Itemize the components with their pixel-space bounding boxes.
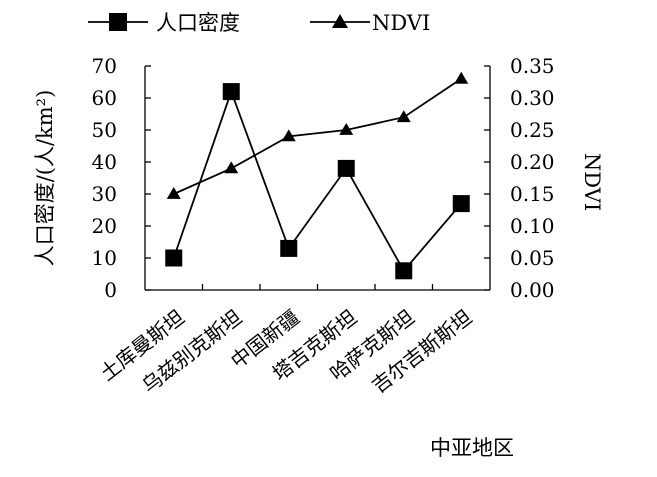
y-left-tick-label: 20 <box>92 214 117 238</box>
legend-item: 人口密度 <box>88 11 240 35</box>
series-line <box>173 78 462 195</box>
y-right-tick-label: 0.15 <box>510 182 555 206</box>
data-point-square <box>280 239 298 257</box>
y-right-tick-label: 0.30 <box>510 86 555 110</box>
legend: 人口密度 NDVI <box>88 11 430 35</box>
data-point-triangle <box>339 123 354 135</box>
series-1 <box>165 83 470 280</box>
data-point-triangle <box>454 71 469 84</box>
y-left-tick-label: 70 <box>92 54 117 78</box>
legend-item: NDVI <box>310 11 430 35</box>
x-axis-label: 中亚地区 <box>430 436 514 460</box>
y-left-tick-label: 50 <box>92 118 117 142</box>
data-point-triangle <box>396 110 411 123</box>
y-left-tick-label: 30 <box>92 182 117 206</box>
data-point-square <box>452 195 470 213</box>
y-axis-left-label: 人口密度/(人/km²) <box>33 90 57 267</box>
data-point-square <box>165 249 183 267</box>
data-point-square <box>395 262 413 280</box>
y-left-tick-label: 40 <box>92 150 117 174</box>
y-right-tick-label: 0.10 <box>510 214 555 238</box>
y-right-tick-label: 0.20 <box>510 150 555 174</box>
data-point-triangle <box>224 161 239 174</box>
data-point-square <box>337 159 355 177</box>
y-right-tick-label: 0.25 <box>510 118 555 142</box>
y-axis-right-label: NDVI <box>580 153 604 211</box>
y-left-tick-label: 0 <box>104 278 117 302</box>
y-right-tick-label: 0.00 <box>510 278 555 302</box>
legend-marker-triangle <box>332 14 348 28</box>
y-left-tick-label: 60 <box>92 86 117 110</box>
data-point-square <box>222 83 240 101</box>
y-right-tick-label: 0.05 <box>510 246 555 270</box>
data-point-triangle <box>166 187 181 199</box>
series-layer <box>165 71 470 280</box>
y-right-tick-label: 0.35 <box>510 54 555 78</box>
plot-axes: 0 10 20 30 40 50 60 70 0.00 0.05 0.10 0.15 0.20 0.25 0… <box>92 54 555 398</box>
legend-label: NDVI <box>372 11 430 35</box>
series-line <box>172 88 462 273</box>
data-point-triangle <box>281 129 296 142</box>
y-left-tick-label: 10 <box>92 246 117 270</box>
legend-label: 人口密度 <box>156 11 240 35</box>
series-2 <box>166 71 469 199</box>
legend-marker-square <box>109 13 127 31</box>
